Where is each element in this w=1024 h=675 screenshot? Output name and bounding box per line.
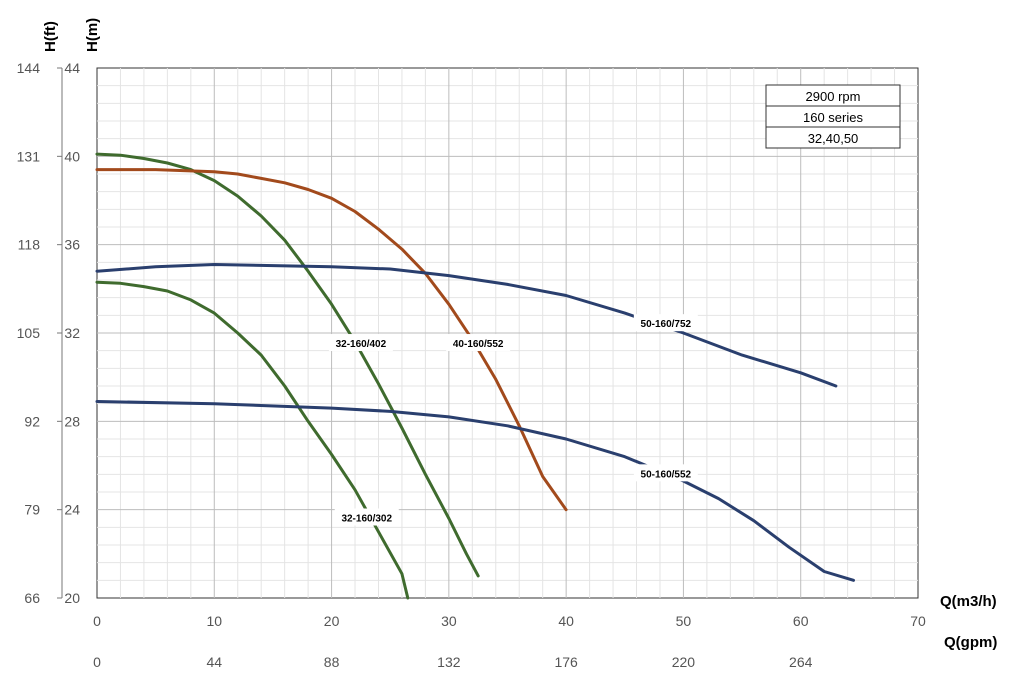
label-bg: [633, 314, 698, 332]
y-tick-label-m: 44: [64, 60, 80, 76]
info-box: 2900 rpm 160 series 32,40,50: [765, 84, 901, 149]
label-50-160-552: 50-160/552: [641, 469, 692, 480]
info-box-row-3: [765, 126, 901, 149]
x-axis-title-secondary: Q(gpm): [944, 634, 997, 651]
y-tick-label-m: 28: [64, 413, 80, 429]
label-bg: [334, 508, 399, 526]
label-bg: [633, 464, 698, 482]
x-tick-label-gpm: 220: [672, 654, 696, 670]
y-tick-label-ft: 144: [17, 60, 41, 76]
x-tick-label-gpm: 0: [93, 654, 101, 670]
x-tick-label-m3h: 30: [441, 613, 457, 629]
y-tick-label-ft: 105: [17, 325, 41, 341]
info-rpm: 2900 rpm: [806, 89, 861, 104]
y-tick-label-m: 36: [64, 237, 80, 253]
curve-32-160-402: [95, 152, 480, 578]
label-group-50-160-752: 50-160/752: [633, 314, 698, 332]
y-tick-label-ft: 66: [24, 590, 40, 606]
x-tick-label-m3h: 20: [324, 613, 340, 629]
label-50-160-752: 50-160/752: [641, 319, 692, 330]
y-tick-label-m: 32: [64, 325, 80, 341]
info-series: 160 series: [803, 110, 863, 125]
label-group-32-160-302: 32-160/302: [334, 508, 399, 526]
x-tick-label-gpm: 88: [324, 654, 340, 670]
label-40-160-552: 40-160/552: [453, 339, 504, 350]
series-layer: [95, 152, 855, 600]
x-axis-title-primary: Q(m3/h): [940, 593, 997, 610]
y-axis-title-m: H(m): [84, 18, 101, 52]
label-group-32-160-402: 32-160/402: [328, 334, 393, 352]
x-tick-label-gpm: 44: [206, 654, 222, 670]
label-group-50-160-552: 50-160/552: [633, 464, 698, 482]
y-tick-label-m: 20: [64, 590, 80, 606]
y-tick-label-ft: 131: [17, 148, 41, 164]
label-bg: [446, 334, 511, 352]
x-tick-label-gpm: 176: [554, 654, 578, 670]
y-tick-label-ft: 92: [24, 413, 40, 429]
x-tick-label-m3h: 40: [558, 613, 574, 629]
curve-labels-layer: 32-160/302 32-160/402 40-160/552 50-160/552…: [328, 314, 698, 526]
y-tick-label-ft: 118: [18, 237, 41, 253]
x-tick-label-m3h: 10: [206, 613, 222, 629]
axis-ticks: 0 10 20 30 40 50 60 70 0 44 88 132 176 220 264 20 66 24 79…: [17, 60, 926, 670]
x-tick-label-m3h: 60: [793, 613, 809, 629]
x-tick-label-gpm: 264: [789, 654, 813, 670]
info-sizes: 32,40,50: [808, 131, 859, 146]
y-tick-label-m: 24: [64, 502, 80, 518]
curve-50-160-552: [95, 400, 855, 582]
label-bg: [328, 334, 393, 352]
x-tick-label-m3h: 0: [93, 613, 101, 629]
y-tick-label-m: 40: [64, 148, 80, 164]
x-tick-label-m3h: 50: [676, 613, 692, 629]
curve-50-160-752: [95, 263, 838, 388]
label-32-160-302: 32-160/302: [341, 514, 392, 525]
y-tick-label-ft: 79: [24, 502, 40, 518]
x-tick-label-m3h: 70: [910, 613, 926, 629]
label-group-40-160-552: 40-160/552: [446, 334, 511, 352]
x-tick-label-gpm: 132: [437, 654, 461, 670]
label-32-160-402: 32-160/402: [336, 339, 387, 350]
curve-40-160-552: [95, 168, 568, 512]
y-axis-title-ft: H(ft): [42, 21, 59, 52]
